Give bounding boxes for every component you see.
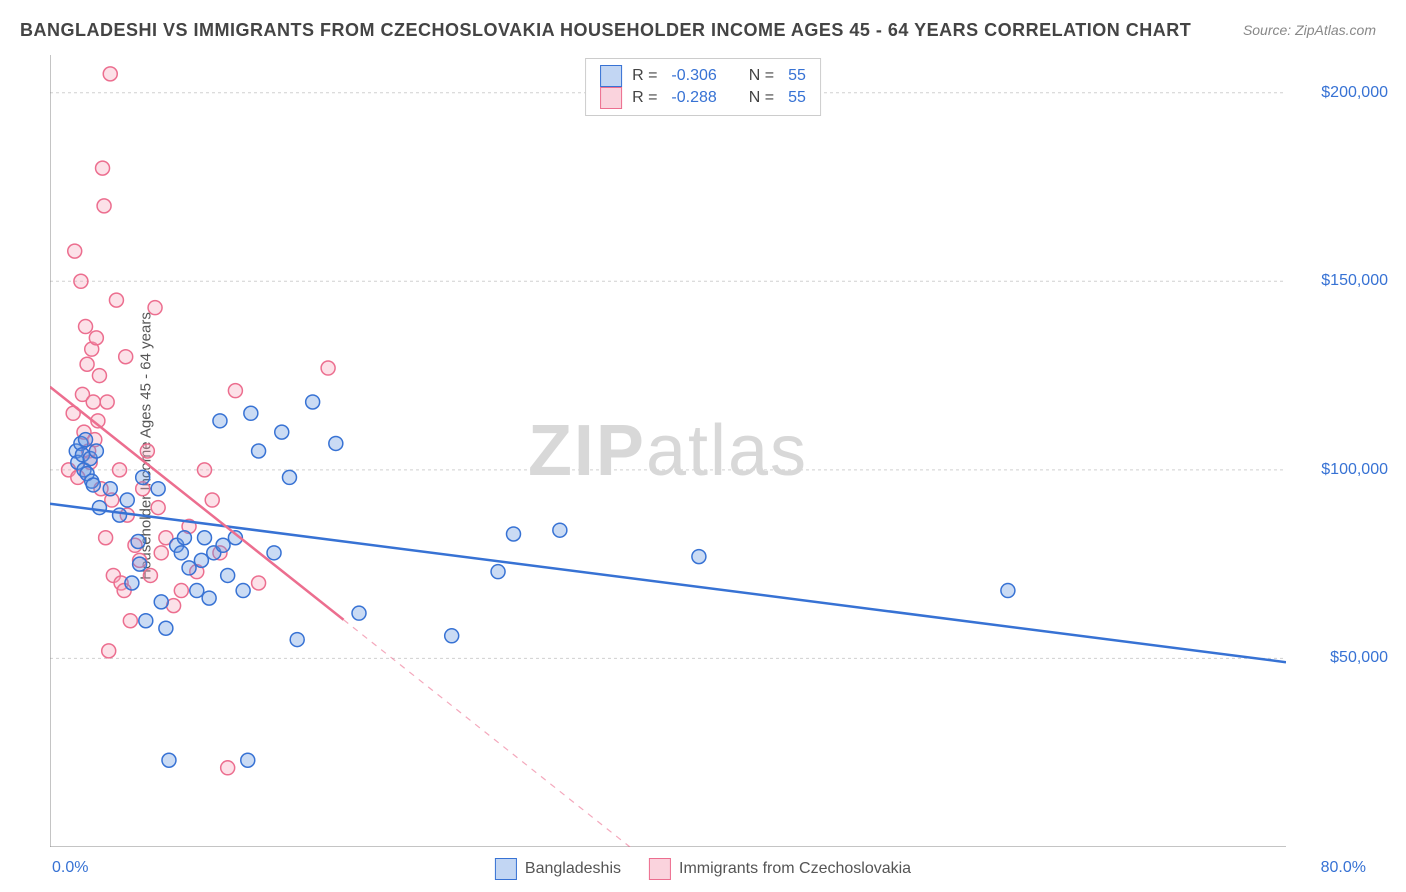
y-tick-label: $200,000: [1321, 84, 1388, 102]
scatter-plot-svg: [50, 55, 1286, 847]
chart-title: BANGLADESHI VS IMMIGRANTS FROM CZECHOSLO…: [20, 20, 1191, 41]
n-value-blue: 55: [788, 67, 806, 85]
legend-item-blue: Bangladeshis: [495, 858, 621, 880]
x-axis-min-label: 0.0%: [52, 859, 88, 877]
swatch-blue: [600, 65, 622, 87]
x-axis-max-label: 80.0%: [1321, 859, 1366, 877]
stats-legend: R = -0.306 N = 55 R = -0.288 N = 55: [585, 58, 821, 116]
swatch-blue-2: [495, 858, 517, 880]
y-tick-label: $150,000: [1321, 272, 1388, 290]
swatch-pink-2: [649, 858, 671, 880]
r-label-2: R =: [632, 89, 657, 107]
stats-row-blue: R = -0.306 N = 55: [600, 65, 806, 87]
legend-item-pink: Immigrants from Czechoslovakia: [649, 858, 911, 880]
swatch-pink: [600, 87, 622, 109]
chart-container: BANGLADESHI VS IMMIGRANTS FROM CZECHOSLO…: [0, 0, 1406, 892]
series-label-blue: Bangladeshis: [525, 860, 621, 878]
n-label-2: N =: [749, 89, 774, 107]
y-tick-label: $50,000: [1330, 649, 1388, 667]
r-label: R =: [632, 67, 657, 85]
source-label: Source: ZipAtlas.com: [1243, 22, 1376, 38]
series-legend: Bangladeshis Immigrants from Czechoslova…: [495, 858, 911, 880]
n-label: N =: [749, 67, 774, 85]
r-value-blue: -0.306: [671, 67, 716, 85]
series-label-pink: Immigrants from Czechoslovakia: [679, 860, 911, 878]
y-tick-label: $100,000: [1321, 461, 1388, 479]
r-value-pink: -0.288: [671, 89, 716, 107]
stats-row-pink: R = -0.288 N = 55: [600, 87, 806, 109]
plot-area: ZIPatlas: [50, 55, 1286, 847]
n-value-pink: 55: [788, 89, 806, 107]
